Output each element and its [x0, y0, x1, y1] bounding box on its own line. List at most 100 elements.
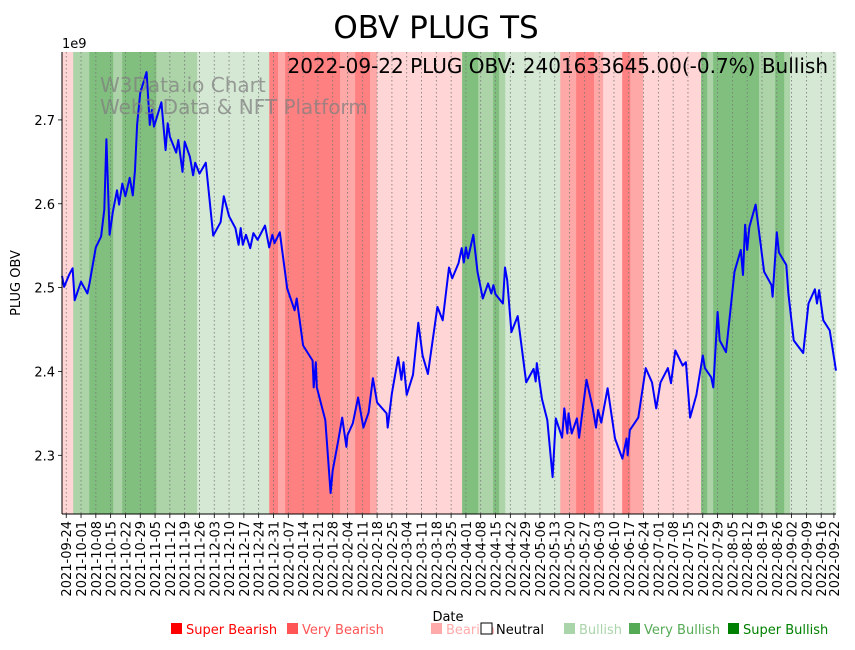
x-tick-label: 2022-02-11 [356, 521, 371, 597]
x-tick-label: 2021-10-29 [134, 521, 149, 597]
legend-swatch [431, 623, 442, 634]
chart-title: OBV PLUG TS [333, 10, 538, 46]
band-super-bullish [462, 52, 479, 514]
legend-item: Very Bullish [629, 623, 720, 638]
band-bullish [197, 52, 270, 514]
band-super-bullish [775, 52, 785, 514]
x-tick-label: 2021-10-01 [75, 521, 90, 597]
x-tick-label: 2021-10-15 [105, 521, 120, 597]
x-tick-label: 2021-09-24 [60, 521, 75, 597]
axes: 2021-09-24 2021-10-01 2021-10-08 2021-10-15… [34, 52, 843, 597]
y-tick-label: 2.7 [34, 114, 55, 129]
legend-label: Super Bullish [743, 623, 828, 638]
band-very-bearish [630, 52, 644, 514]
x-tick-label: 2021-11-26 [193, 521, 208, 597]
legend-swatch [564, 623, 575, 634]
y-tick-label: 2.4 [34, 365, 55, 380]
x-tick-label: 2021-12-10 [223, 521, 238, 597]
x-tick-label: 2022-08-05 [726, 521, 741, 597]
band-bearish [377, 52, 463, 514]
band-bearish [603, 52, 623, 514]
legend-label: Very Bearish [302, 623, 384, 638]
band-very-bearish [560, 52, 577, 514]
legend-swatch [171, 623, 182, 634]
band-bearish [643, 52, 702, 514]
x-tick-label: 2022-01-14 [297, 521, 312, 597]
x-tick-label: 2021-11-05 [149, 521, 164, 597]
legend-item: Very Bearish [287, 623, 384, 638]
vertical-gridlines [65, 52, 835, 514]
x-tick-label: 2022-03-25 [445, 521, 460, 597]
x-tick-label: 2022-08-26 [771, 521, 786, 597]
legend-item: Super Bearish [171, 623, 277, 638]
band-bearish [62, 52, 74, 514]
x-tick-label: 2022-09-16 [815, 521, 830, 597]
x-tick-label: 2022-07-29 [712, 521, 727, 597]
x-tick-label: 2021-12-31 [267, 521, 282, 597]
x-tick-label: 2021-10-08 [90, 521, 105, 597]
legend-label: Bullish [579, 623, 622, 638]
legend-label: Neutral [496, 623, 544, 638]
legend: Super Bearish Very Bearish Bearish Neutral B… [171, 622, 828, 638]
x-tick-label: 2022-07-15 [682, 521, 697, 597]
x-tick-label: 2022-03-11 [416, 521, 431, 597]
watermark-line-1: W3Data.io Chart [100, 73, 266, 97]
y-tick-label: 2.6 [34, 198, 55, 213]
x-tick-label: 2022-06-24 [638, 521, 653, 597]
legend-swatch [728, 623, 739, 634]
x-tick-label: 2022-07-01 [652, 521, 667, 597]
band-super-bullish [122, 52, 157, 514]
x-tick-label: 2022-04-29 [519, 521, 534, 597]
x-tick-label: 2022-09-22 [828, 521, 843, 597]
band-super-bullish [713, 52, 760, 514]
x-tick-label: 2022-02-25 [386, 521, 401, 597]
band-bullish [505, 52, 561, 514]
x-tick-label: 2022-08-12 [741, 521, 756, 597]
obv-series [61, 71, 837, 494]
x-tick-label: 2022-01-21 [312, 521, 327, 597]
band-very-bullish [113, 52, 123, 514]
x-tick-label: 2022-05-20 [564, 521, 579, 597]
band-super-bullish [493, 52, 500, 514]
x-tick-label: 2022-06-17 [623, 521, 638, 597]
x-axis-label: Date [432, 610, 463, 625]
band-super-bullish [89, 52, 114, 514]
x-tick-label: 2021-12-17 [238, 521, 253, 597]
y-offset-label: 1e9 [62, 37, 87, 52]
band-very-bullish [499, 52, 506, 514]
x-tick-label: 2021-12-03 [208, 521, 223, 597]
x-tick-label: 2022-04-08 [475, 521, 490, 597]
x-tick-label: 2022-07-08 [667, 521, 682, 597]
x-tick-label: 2022-04-22 [504, 521, 519, 597]
x-tick-label: 2022-02-18 [371, 521, 386, 597]
band-very-bullish [759, 52, 776, 514]
x-tick-label: 2021-12-24 [253, 521, 268, 597]
band-super-bearish [269, 52, 279, 514]
x-tick-label: 2022-01-28 [327, 521, 342, 597]
band-super-bearish [285, 52, 341, 514]
latest-value-annotation: 2022-09-22 PLUG OBV: 2401633645.00(-0.7%… [288, 54, 829, 78]
x-tick-label: 2022-09-02 [786, 521, 801, 597]
x-tick-label: 2022-05-13 [549, 521, 564, 597]
band-very-bearish [370, 52, 378, 514]
band-very-bearish [340, 52, 356, 514]
y-tick-label: 2.3 [34, 449, 55, 464]
legend-label: Super Bearish [186, 623, 277, 638]
x-tick-label: 2022-08-19 [756, 521, 771, 597]
x-tick-label: 2021-11-19 [179, 521, 194, 597]
band-super-bearish [622, 52, 631, 514]
x-tick-label: 2022-06-10 [608, 521, 623, 597]
band-super-bullish [701, 52, 708, 514]
x-tick-label: 2022-02-04 [341, 521, 356, 597]
band-very-bearish [278, 52, 286, 514]
x-tick-label: 2022-07-22 [697, 521, 712, 597]
band-bullish [790, 52, 837, 514]
legend-item: Bullish [564, 623, 622, 638]
legend-item: Super Bullish [728, 623, 828, 638]
watermark-line-2: Web3 Data & NFT Platform [100, 95, 368, 119]
legend-label: Very Bullish [644, 623, 720, 638]
x-tick-label: 2022-05-27 [578, 521, 593, 597]
x-tick-label: 2022-03-18 [430, 521, 445, 597]
legend-swatch [629, 623, 640, 634]
